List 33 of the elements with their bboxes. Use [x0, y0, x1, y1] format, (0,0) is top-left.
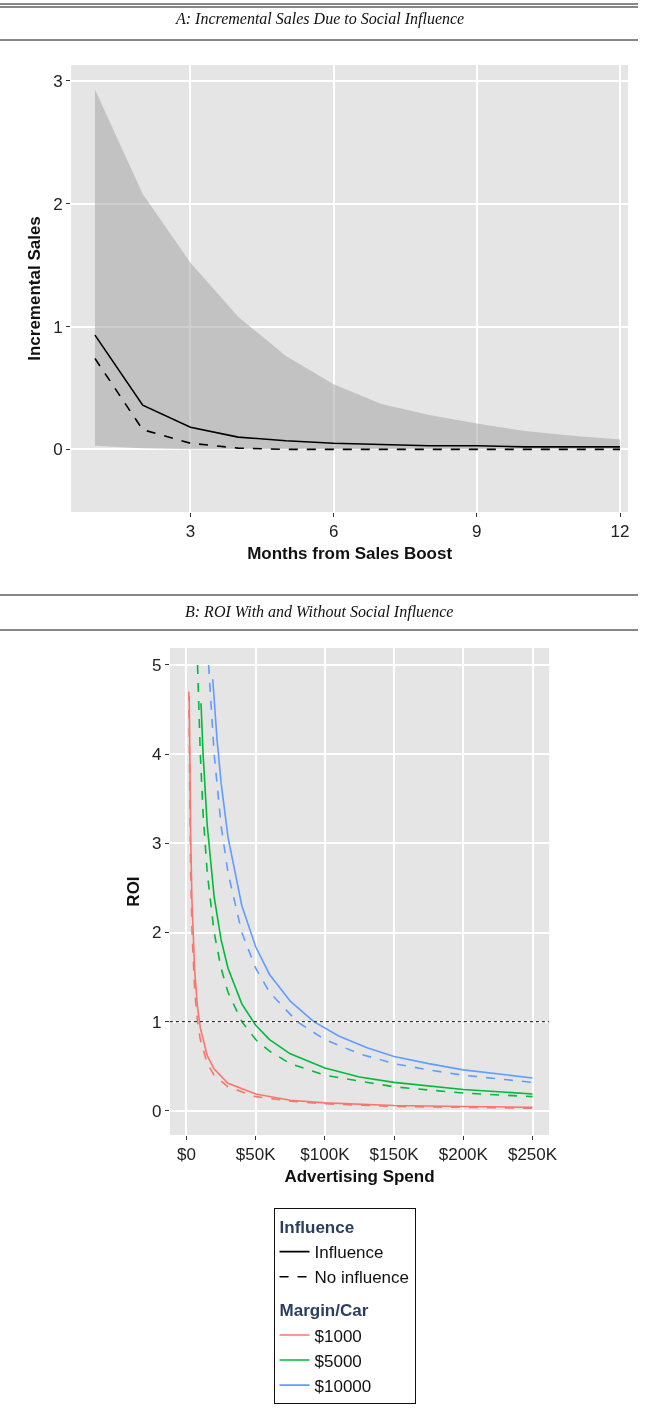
y-tick-label: 3: [53, 71, 63, 91]
text: Margin/Car: [279, 1301, 369, 1321]
x-tick-label: $50K: [235, 1145, 277, 1165]
x-tick-label: 6: [328, 522, 339, 542]
legend-label: No influence: [314, 1268, 410, 1288]
y-tick-label: 1: [53, 317, 63, 337]
y-tick-label: 5: [152, 655, 162, 675]
legend-label: $1000: [314, 1326, 362, 1346]
y-tick-label: 3: [152, 834, 162, 854]
legend-label: $10000: [314, 1376, 372, 1396]
x-axis-title: Advertising Spend: [284, 1166, 435, 1186]
x-axis-title: Months from Sales Boost: [247, 543, 453, 563]
x-tick-label: $150K: [369, 1145, 420, 1165]
legend-label: $5000: [314, 1351, 362, 1371]
y-tick-label: 0: [152, 1101, 162, 1121]
chart-title: A: Incremental Sales Due to Social Influence: [175, 10, 465, 28]
y-tick-label: 1: [152, 1012, 162, 1032]
chart-title: B: ROI With and Without Social Influence: [185, 603, 454, 621]
y-tick-label: 0: [53, 440, 63, 460]
y-tick-label: 2: [53, 194, 63, 214]
x-tick-label: 12: [610, 522, 630, 542]
y-tick-label: 2: [152, 923, 162, 943]
x-tick-label: $0: [177, 1145, 196, 1165]
x-tick-label: $250K: [507, 1145, 558, 1165]
text: Influence: [279, 1218, 355, 1238]
y-axis-title: Incremental Sales: [24, 216, 44, 361]
x-tick-label: $100K: [300, 1145, 351, 1165]
x-tick-label: 3: [185, 522, 196, 542]
x-tick-label: 9: [472, 522, 482, 542]
x-tick-label: $200K: [438, 1145, 489, 1165]
legend-label: Influence: [314, 1243, 384, 1263]
y-axis-title: ROI: [123, 876, 143, 907]
y-tick-label: 4: [152, 745, 162, 765]
